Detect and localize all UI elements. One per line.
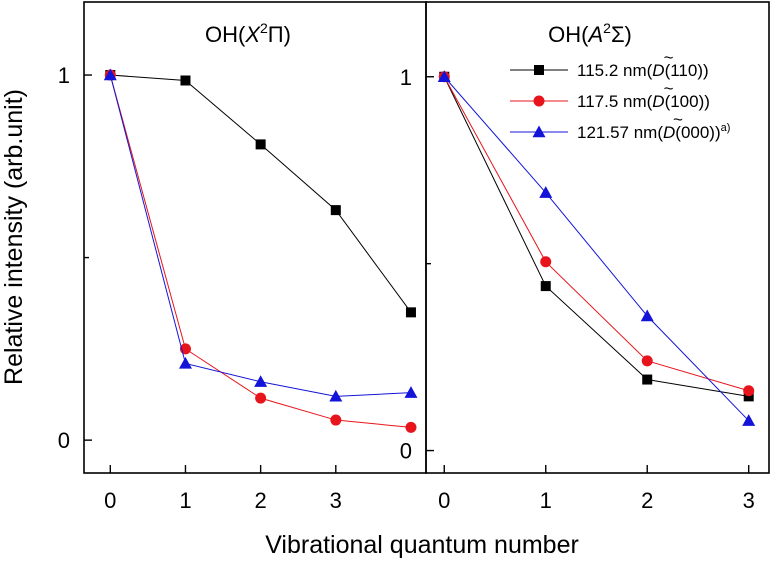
right-data-point bbox=[640, 309, 654, 322]
legend: 115.2 nm(D(110))~117.5 nm(D(100))~121.57… bbox=[510, 48, 730, 142]
left-x-tick-label: 0 bbox=[104, 488, 116, 513]
legend-marker bbox=[532, 125, 546, 138]
y-axis-label: Relative intensity (arb.unit) bbox=[0, 89, 28, 385]
left-x-tick-label: 2 bbox=[255, 488, 267, 513]
right-data-point bbox=[743, 391, 754, 402]
right-x-tick-label: 3 bbox=[743, 488, 755, 513]
left-data-point bbox=[180, 75, 191, 86]
frames bbox=[83, 1, 770, 474]
right-panel-frame bbox=[425, 1, 770, 474]
legend-tilde: ~ bbox=[673, 110, 683, 129]
right-y-tick-label-top: 1 bbox=[400, 65, 412, 90]
right-x-tick-label: 0 bbox=[438, 488, 450, 513]
right-x-tick-label: 2 bbox=[641, 488, 653, 513]
left-data-point bbox=[178, 356, 192, 369]
right-data-point bbox=[437, 70, 451, 82]
left-data-point bbox=[254, 375, 268, 387]
left-panel-frame bbox=[83, 1, 427, 474]
legend-label: 117.5 nm(D(100)) bbox=[577, 92, 710, 111]
right-panel-title: OH(A2Σ) bbox=[548, 20, 632, 47]
right-data-point bbox=[539, 186, 553, 198]
labels: 0 1 2 3 1 0 OH(X2Π) 0 1 2 3 1 0 OH(A2Σ) Relative inten… bbox=[0, 20, 755, 559]
right-data-point bbox=[540, 256, 552, 268]
left-data-point bbox=[330, 205, 341, 216]
x-axis-label: Vibrational quantum number bbox=[265, 531, 579, 559]
right-x-tick-label: 1 bbox=[540, 488, 552, 513]
left-data-point bbox=[330, 414, 342, 426]
left-panel-title: OH(X2Π) bbox=[205, 20, 291, 47]
right-data-point bbox=[641, 355, 653, 367]
left-y-tick-label-bottom: 0 bbox=[58, 428, 70, 453]
right-series-line bbox=[443, 76, 750, 422]
right-series-line bbox=[443, 76, 749, 397]
right-data-point bbox=[742, 414, 756, 426]
right-series-line bbox=[443, 76, 749, 392]
left-y-tick-label-top: 1 bbox=[58, 63, 70, 88]
right-y-tick-label-bottom: 0 bbox=[400, 439, 412, 464]
left-data-point bbox=[405, 307, 416, 318]
legend-marker bbox=[534, 65, 544, 75]
legend-label: 115.2 nm(D(110)) bbox=[577, 61, 709, 80]
legend-tilde: ~ bbox=[664, 79, 674, 98]
legend-marker bbox=[533, 95, 545, 107]
left-x-tick-label: 1 bbox=[179, 488, 191, 513]
left-data-point bbox=[255, 392, 267, 404]
left-x-tick-label: 3 bbox=[330, 488, 342, 513]
left-data-point bbox=[255, 139, 266, 150]
left-data-point bbox=[103, 68, 117, 81]
right-data-point bbox=[743, 385, 755, 397]
left-series-line bbox=[109, 74, 411, 397]
series bbox=[103, 68, 756, 433]
left-series-line bbox=[110, 74, 412, 313]
legend-label: 121.57 nm(D(000))a) bbox=[577, 122, 730, 142]
left-data-point bbox=[405, 421, 417, 433]
left-data-point bbox=[329, 389, 343, 402]
legend-tilde: ~ bbox=[664, 48, 674, 67]
right-data-point bbox=[642, 374, 653, 385]
left-data-point bbox=[404, 386, 418, 398]
right-data-point bbox=[540, 281, 551, 292]
